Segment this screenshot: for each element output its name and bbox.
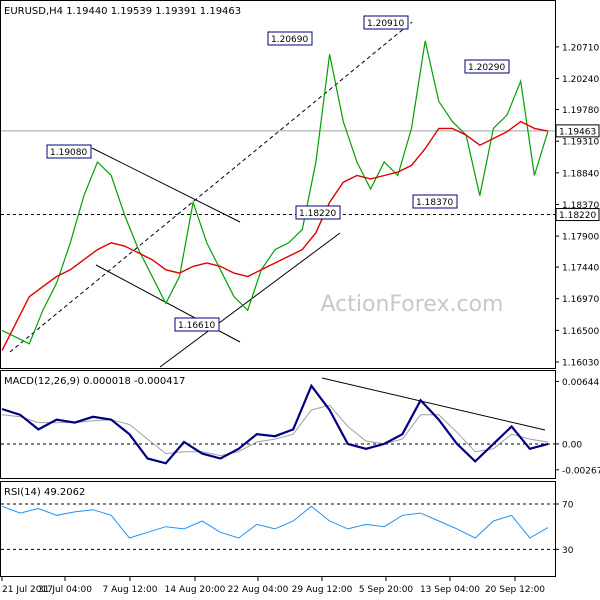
price-tick-label: 1.16970 <box>562 295 599 305</box>
rsi-tick-label: 30 <box>562 546 574 556</box>
x-tick-label: 20 Sep 12:00 <box>485 585 545 595</box>
price-tick-label: 1.16500 <box>562 327 599 337</box>
price-annotation-box <box>363 15 409 30</box>
price-tick-label: 1.18840 <box>562 169 599 179</box>
rising-dashed-line <box>9 21 413 353</box>
price-axis-ticks: 1.20710 1.20240 1.19780 1.19310 1.18840 1.183… <box>555 43 600 369</box>
x-tick-label: 29 Aug 12:00 <box>292 585 353 595</box>
macd-tick-label: -0.00267 <box>562 466 600 476</box>
price-tick-label: 1.19310 <box>562 138 599 148</box>
price-tick-label: 1.20710 <box>562 43 599 53</box>
price-tick-label: 1.17900 <box>562 233 599 243</box>
price-annotations: 1.19080 1.16610 1.18220 1.20690 1.20910 1.183… <box>46 15 510 332</box>
macd-trend-line <box>321 377 546 431</box>
price-annotation-box <box>46 144 92 159</box>
current-price-label: 1.19463 <box>559 127 596 137</box>
price-tick-label: 1.17440 <box>562 264 599 274</box>
price-annotation-box <box>412 194 458 209</box>
price-tick-label: 1.16030 <box>562 359 599 369</box>
rising-support-line <box>159 232 341 368</box>
x-tick-label: 31 Jul 04:00 <box>38 585 92 595</box>
watermark: ActionForex.com <box>321 292 504 317</box>
price-annotation-label: 1.18370 <box>416 198 453 208</box>
macd-tick-label: 0.006445 <box>562 378 600 388</box>
moving-average-line <box>1 120 549 351</box>
rsi-panel <box>0 481 556 577</box>
price-annotation-label: 1.19080 <box>50 148 87 158</box>
x-tick-label: 7 Aug 12:00 <box>103 585 158 595</box>
price-annotation-box <box>464 59 510 74</box>
rsi-series <box>1 505 549 539</box>
rsi-line <box>1 505 549 539</box>
macd-series <box>1 383 549 465</box>
macd-title: MACD(12,26,9) 0.000018 -0.000417 <box>4 376 185 387</box>
support-price-box <box>555 208 600 222</box>
macd-line <box>1 383 549 465</box>
price-tick-label: 1.20240 <box>562 75 599 85</box>
macd-axis-ticks: 0.006445 0.00 -0.00267 <box>555 378 600 476</box>
price-annotation-label: 1.18220 <box>299 209 336 219</box>
x-tick-label: 14 Aug 20:00 <box>165 585 226 595</box>
price-panel <box>0 0 556 369</box>
trend-lines <box>9 21 413 368</box>
channel-upper-line <box>91 147 241 223</box>
x-tick-label: 13 Sep 04:00 <box>420 585 480 595</box>
price-annotation-box <box>174 317 220 332</box>
signal-line <box>1 404 549 457</box>
price-tick-label: 1.19780 <box>562 106 599 116</box>
rsi-gridlines <box>1 503 555 550</box>
rsi-title: RSI(14) 49.2062 <box>4 487 85 498</box>
price-annotation-label: 1.16610 <box>178 321 215 331</box>
price-series <box>1 40 549 351</box>
x-tick-label: 21 Jul 2017 <box>2 585 53 595</box>
price-gridlines <box>1 130 555 216</box>
price-annotation-box <box>267 31 313 46</box>
price-title: EURUSD,H4 1.19440 1.19539 1.19391 1.1946… <box>4 6 241 17</box>
price-annotation-box <box>295 205 341 220</box>
rsi-tick-label: 70 <box>562 501 574 511</box>
price-line <box>1 40 549 345</box>
price-annotation-label: 1.20690 <box>271 35 308 45</box>
price-annotation-label: 1.20290 <box>468 63 505 73</box>
support-price-label: 1.18220 <box>559 211 596 221</box>
price-tick-label: 1.18370 <box>562 201 599 211</box>
x-tick-label: 22 Aug 04:00 <box>228 585 289 595</box>
price-annotation-label: 1.20910 <box>367 19 404 29</box>
x-tick-label: 5 Sep 20:00 <box>359 585 414 595</box>
current-price-box <box>555 124 600 138</box>
macd-tick-label: 0.00 <box>562 440 582 450</box>
rsi-axis-ticks: 70 30 <box>555 501 574 556</box>
macd-panel <box>0 370 556 479</box>
